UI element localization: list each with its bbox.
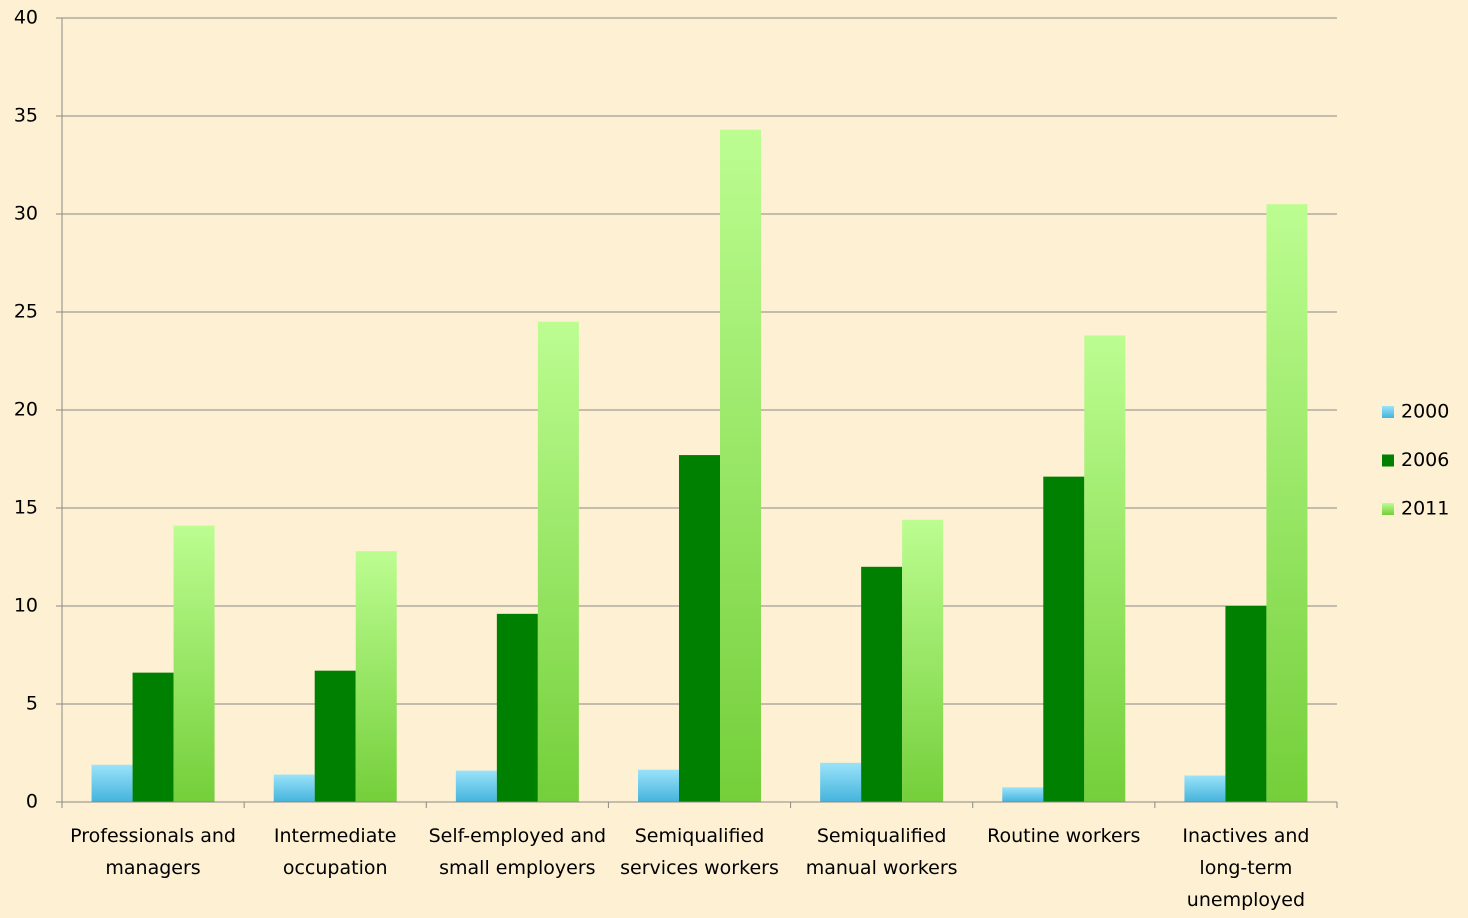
bar: [679, 455, 720, 802]
y-tick-label: 40: [14, 7, 38, 29]
bar: [820, 762, 862, 802]
x-tick-label: Intermediate occupation: [273, 825, 397, 879]
x-tick-label: Semiqualified manual workers: [805, 825, 958, 879]
legend-label: 2000: [1401, 401, 1449, 423]
y-tick-label: 5: [26, 693, 38, 715]
legend-label: 2006: [1401, 449, 1449, 471]
bar: [1266, 204, 1308, 802]
bar: [496, 613, 538, 802]
legend-swatch: [1382, 454, 1394, 467]
bar: [355, 551, 397, 802]
y-tick-label: 10: [14, 595, 38, 617]
bar: [1043, 476, 1085, 802]
bar: [314, 670, 356, 802]
x-tick-label: Routine workers: [987, 825, 1141, 847]
bar: [455, 770, 497, 802]
bar: [273, 774, 315, 802]
legend-swatch: [1382, 406, 1394, 418]
bar: [91, 764, 133, 802]
y-tick-label: 30: [14, 203, 38, 225]
bar: [173, 525, 215, 802]
y-tick-label: 20: [14, 399, 38, 421]
bar: [638, 769, 679, 802]
bar: [1184, 775, 1226, 802]
bar: [720, 129, 761, 803]
x-tick-label: Semiqualified services workers: [620, 825, 779, 879]
legend-label: 2011: [1401, 498, 1449, 520]
bar: [861, 566, 903, 802]
bar: [132, 672, 174, 802]
bar: [1002, 787, 1044, 802]
bar: [1225, 606, 1267, 802]
bar: [1084, 335, 1126, 802]
x-tick-label: Professionals and managers: [70, 825, 236, 879]
x-tick-label: Self-employed and small employers: [428, 825, 607, 879]
x-tick-label: Inactives and long-term unemployed: [1182, 825, 1310, 911]
bar: [537, 321, 579, 802]
legend-swatch: [1382, 503, 1394, 515]
y-tick-label: 0: [26, 791, 38, 813]
bar: [902, 519, 944, 802]
y-tick-label: 15: [14, 497, 38, 519]
y-tick-label: 35: [14, 105, 38, 127]
y-tick-label: 25: [14, 301, 38, 323]
